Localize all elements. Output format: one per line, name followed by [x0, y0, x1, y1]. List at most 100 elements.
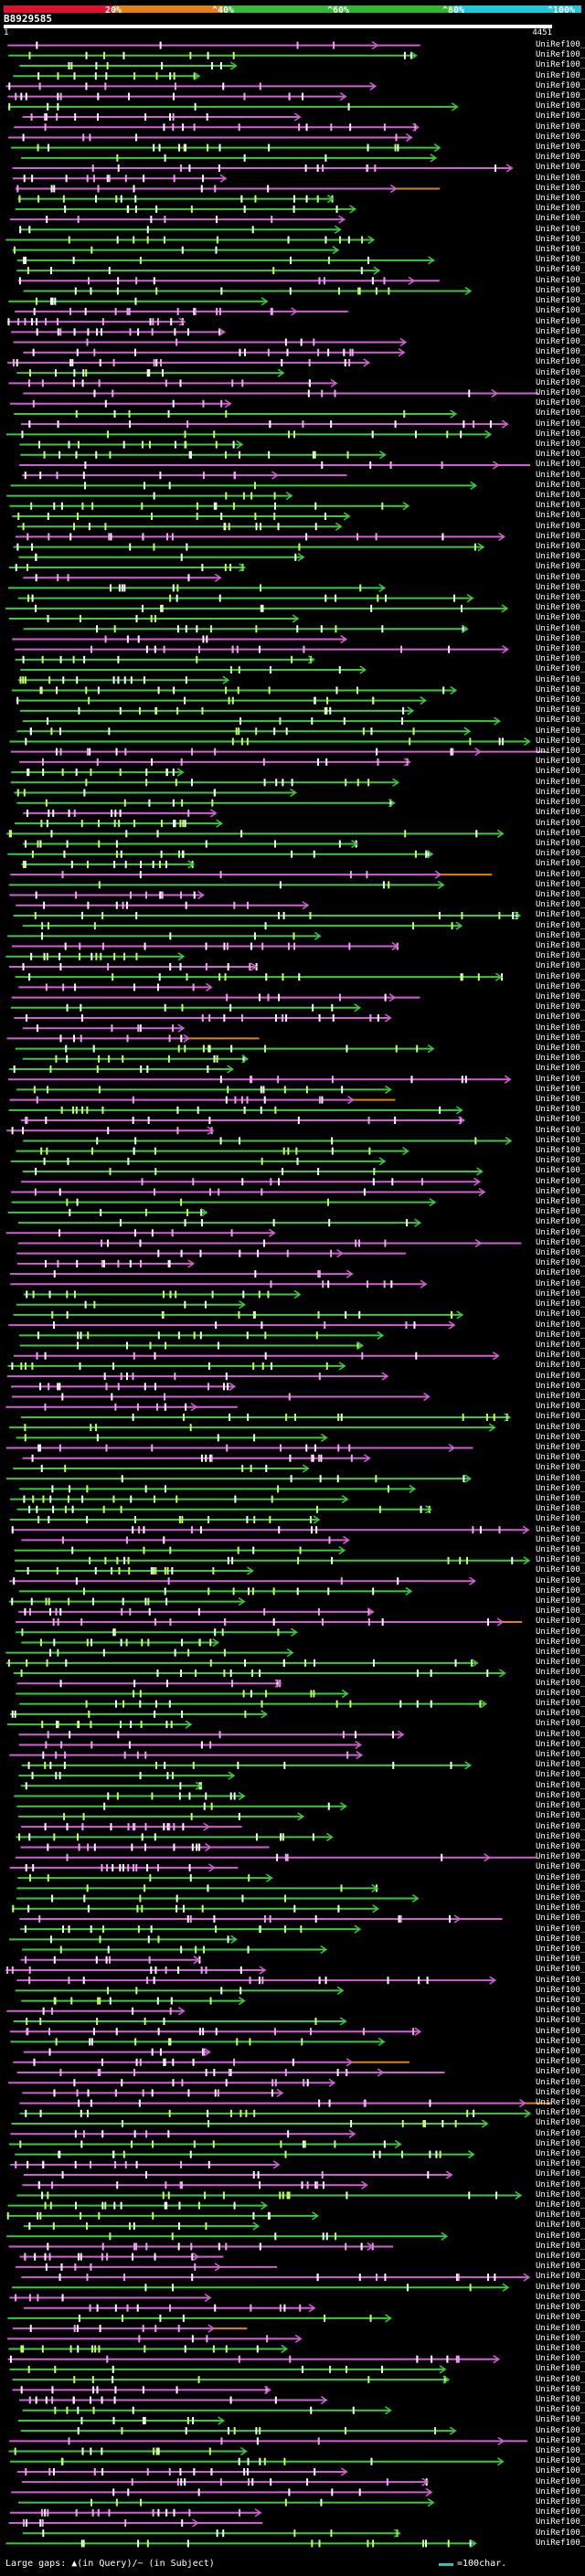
- hit-label[interactable]: UniRef100_B7TKX2: [536, 2231, 585, 2241]
- hit-track[interactable]: [8, 1106, 463, 1115]
- hit-label[interactable]: UniRef100_Q6L4H1: [536, 2445, 585, 2455]
- hit-track[interactable]: [23, 2221, 261, 2231]
- hit-track[interactable]: [22, 1454, 371, 1463]
- hit-label[interactable]: UniRef100_Q9RWV5: [536, 101, 585, 111]
- hit-track[interactable]: [7, 2334, 303, 2343]
- hit-track[interactable]: [15, 655, 315, 664]
- hit-track[interactable]: [9, 890, 205, 900]
- hit-track[interactable]: [23, 573, 222, 582]
- hit-label[interactable]: UniRef100_A8DJ01: [536, 2128, 585, 2138]
- hit-label[interactable]: UniRef100_A9UI64: [536, 2538, 585, 2548]
- hit-track[interactable]: [21, 2477, 430, 2486]
- hit-track[interactable]: [6, 358, 371, 367]
- hit-label[interactable]: UniRef100_Q1440Z: [536, 930, 585, 940]
- hit-label[interactable]: UniRef100_UP1000...: [536, 542, 585, 551]
- hit-label[interactable]: UniRef100_B8E0V1: [536, 387, 585, 398]
- hit-label[interactable]: UniRef100_B8E6E5: [536, 2210, 585, 2221]
- hit-track[interactable]: [21, 1535, 350, 1545]
- hit-track[interactable]: [5, 1403, 238, 1412]
- hit-label[interactable]: UniRef100_B9M6V7: [536, 2405, 585, 2415]
- hit-label[interactable]: UniRef100_B5R0J7: [536, 2241, 585, 2251]
- hit-label[interactable]: UniRef100_A8DJ17: [536, 1729, 585, 1739]
- hit-label[interactable]: UniRef100_B9S2P0: [536, 910, 585, 920]
- hit-track[interactable]: [9, 1423, 496, 1432]
- hit-track[interactable]: [11, 1187, 486, 1197]
- hit-track[interactable]: [14, 1791, 246, 1801]
- hit-track[interactable]: [19, 1484, 417, 1494]
- hit-label[interactable]: UniRef100_Q8LJ64: [536, 91, 585, 101]
- hit-label[interactable]: UniRef100_Q1HM3: [536, 143, 585, 153]
- hit-label[interactable]: UniRef100_A4O645: [536, 1258, 585, 1268]
- hit-track[interactable]: [13, 1310, 464, 1320]
- hit-track[interactable]: [13, 71, 201, 80]
- hit-label[interactable]: UniRef100_Q7TLR4: [536, 419, 585, 429]
- hit-label[interactable]: UniRef100_A9Y1Y8: [536, 2169, 585, 2179]
- hit-label[interactable]: UniRef100_C9Z0V5: [536, 1709, 585, 1719]
- hit-label[interactable]: UniRef100_Q6LJE9: [536, 1340, 585, 1350]
- hit-track[interactable]: [18, 2497, 435, 2507]
- hit-label[interactable]: UniRef100_UP1000...: [536, 521, 585, 531]
- hit-label[interactable]: UniRef100_B9G8N7: [536, 2077, 585, 2087]
- hit-label[interactable]: UniRef100_A8JJT9: [536, 1207, 585, 1217]
- hit-track[interactable]: [8, 378, 338, 387]
- hit-track[interactable]: [12, 2283, 510, 2292]
- hit-track[interactable]: [10, 1494, 349, 1504]
- hit-label[interactable]: UniRef100_A9P3B0: [536, 951, 585, 961]
- hit-track[interactable]: [21, 2273, 531, 2282]
- hit-track[interactable]: [23, 2304, 316, 2313]
- hit-track[interactable]: [16, 1679, 282, 1688]
- hit-track[interactable]: [15, 819, 223, 828]
- hit-label[interactable]: UniRef100_Q0JRV9: [536, 2087, 585, 2097]
- hit-label[interactable]: UniRef100_UP1000...: [536, 40, 585, 49]
- hit-label[interactable]: UniRef100_Q6WH70: [536, 1033, 585, 1043]
- hit-track[interactable]: [7, 1362, 346, 1371]
- hit-track[interactable]: [6, 2211, 319, 2221]
- hit-track[interactable]: [20, 451, 387, 460]
- hit-track[interactable]: [22, 2180, 368, 2189]
- hit-label[interactable]: UniRef100_Q9LT74: [536, 398, 585, 408]
- hit-track[interactable]: [19, 440, 244, 450]
- hit-label[interactable]: UniRef100_B6SRV9: [536, 2435, 585, 2445]
- hit-track[interactable]: [12, 246, 340, 255]
- hit-label[interactable]: UniRef100_A9P3B8: [536, 633, 585, 643]
- hit-label[interactable]: UniRef100_Q6LJZ9: [536, 2057, 585, 2067]
- hit-track[interactable]: [9, 2293, 212, 2303]
- hit-label[interactable]: UniRef100_Q9SHX2: [536, 991, 585, 1002]
- hit-track[interactable]: [20, 1116, 466, 1125]
- hit-label[interactable]: UniRef100_Q8SW70: [536, 2364, 585, 2374]
- hit-track[interactable]: [9, 1710, 269, 1719]
- hit-label[interactable]: UniRef100_B9RPC0: [536, 275, 585, 285]
- hit-track[interactable]: [9, 1095, 396, 1105]
- hit-track[interactable]: [9, 2457, 505, 2466]
- hit-label[interactable]: UniRef100_A7PES6: [536, 552, 585, 562]
- hit-label[interactable]: UniRef100_A9IB7D: [536, 2456, 585, 2466]
- hit-track[interactable]: [9, 2365, 447, 2374]
- hit-label[interactable]: UniRef100_C5XFC2: [536, 664, 585, 674]
- hit-label[interactable]: UniRef100_B9HPL0: [536, 111, 585, 122]
- hit-track[interactable]: [7, 91, 347, 101]
- hit-label[interactable]: UniRef100_Q9T9J7: [536, 214, 585, 224]
- hit-label[interactable]: UniRef100_A9P3B9: [536, 572, 585, 582]
- hit-track[interactable]: [19, 2253, 224, 2262]
- hit-label[interactable]: UniRef100_A2X0P1: [536, 1095, 585, 1105]
- hit-track[interactable]: [19, 225, 342, 234]
- hit-track[interactable]: [11, 2119, 489, 2128]
- hit-label[interactable]: UniRef100_Q4AZ59: [536, 480, 585, 490]
- hit-label[interactable]: UniRef100_C7ZZF0: [536, 1371, 585, 1381]
- hit-track[interactable]: [23, 624, 469, 633]
- hit-label[interactable]: UniRef100_A8DJ23: [536, 2138, 585, 2148]
- hit-track[interactable]: [18, 1607, 375, 1617]
- hit-track[interactable]: [23, 809, 218, 818]
- hit-label[interactable]: UniRef100_Q66YL1: [536, 1882, 585, 1892]
- hit-label[interactable]: UniRef100_A9P3B8: [536, 593, 585, 603]
- hit-label[interactable]: UniRef100_A7J7Q2: [536, 981, 585, 991]
- hit-label[interactable]: UniRef100_B6UNP4: [536, 265, 585, 275]
- hit-track[interactable]: [9, 1863, 239, 1872]
- hit-track[interactable]: [7, 931, 322, 940]
- hit-label[interactable]: UniRef100_A9P3A8: [536, 623, 585, 633]
- hit-label[interactable]: UniRef100_Q7X5Y2: [536, 234, 585, 244]
- hit-track[interactable]: [8, 563, 247, 572]
- hit-label[interactable]: UniRef100_Q3HTX5: [536, 408, 585, 419]
- hit-track[interactable]: [6, 2231, 449, 2241]
- hit-label[interactable]: UniRef100_A9P0I5: [536, 1105, 585, 1115]
